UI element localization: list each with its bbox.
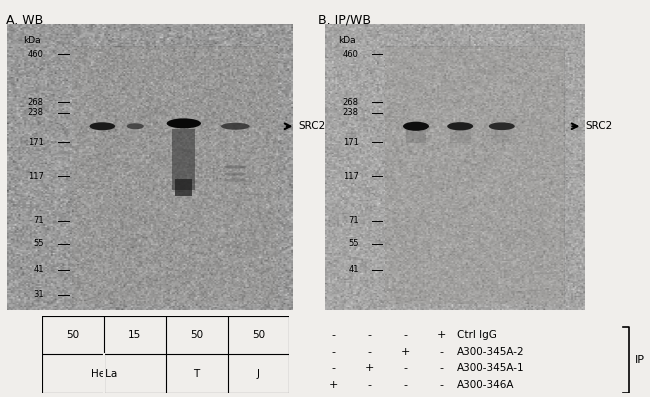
Ellipse shape: [172, 234, 196, 238]
Text: A300-345A-1: A300-345A-1: [457, 363, 525, 373]
Bar: [491, 128, 512, 143]
Bar: [406, 128, 426, 143]
Text: 15: 15: [128, 330, 142, 340]
Text: 50: 50: [252, 330, 265, 340]
Text: -: -: [367, 380, 372, 390]
Text: 268: 268: [28, 98, 44, 107]
Text: 268: 268: [343, 98, 359, 107]
Text: -: -: [440, 380, 444, 390]
Text: kDa: kDa: [23, 37, 41, 46]
Ellipse shape: [166, 118, 201, 128]
Text: 71: 71: [33, 216, 44, 225]
Text: HeLa: HeLa: [91, 369, 117, 379]
Text: SRC2: SRC2: [298, 121, 326, 131]
Text: 71: 71: [348, 216, 359, 225]
Bar: [385, 47, 564, 304]
Text: -: -: [404, 380, 408, 390]
Ellipse shape: [451, 234, 469, 238]
Text: IP: IP: [634, 355, 645, 365]
Text: 50: 50: [190, 330, 203, 340]
Text: 55: 55: [33, 239, 44, 248]
Text: 50: 50: [66, 330, 80, 340]
Bar: [72, 47, 278, 304]
Text: 171: 171: [28, 138, 44, 147]
Text: 31: 31: [33, 290, 44, 299]
Text: -: -: [332, 363, 335, 373]
Ellipse shape: [224, 172, 247, 176]
Text: -: -: [404, 363, 408, 373]
Text: 117: 117: [343, 172, 359, 181]
Text: B. IP/WB: B. IP/WB: [318, 14, 372, 27]
Text: 238: 238: [343, 108, 359, 118]
Bar: [176, 179, 192, 196]
Text: +: +: [329, 380, 338, 390]
Bar: [450, 128, 471, 143]
Text: -: -: [332, 330, 335, 341]
Text: 238: 238: [28, 108, 44, 118]
Text: -: -: [367, 347, 372, 357]
Text: -: -: [440, 347, 444, 357]
Text: -: -: [404, 330, 408, 341]
Text: +: +: [365, 363, 374, 373]
Ellipse shape: [221, 123, 250, 130]
Text: A300-345A-2: A300-345A-2: [457, 347, 525, 357]
Text: -: -: [332, 347, 335, 357]
Ellipse shape: [536, 125, 551, 127]
Text: -: -: [367, 330, 372, 341]
Text: T: T: [194, 369, 200, 379]
Text: 55: 55: [348, 239, 359, 248]
Bar: [172, 129, 195, 190]
Text: -: -: [440, 363, 444, 373]
Text: A300-346A: A300-346A: [457, 380, 514, 390]
Ellipse shape: [127, 123, 144, 129]
Ellipse shape: [403, 122, 429, 131]
Text: 460: 460: [28, 50, 44, 59]
Ellipse shape: [90, 122, 115, 130]
Text: 171: 171: [343, 138, 359, 147]
Text: +: +: [437, 330, 447, 341]
Text: 460: 460: [343, 50, 359, 59]
Text: 117: 117: [28, 172, 44, 181]
Ellipse shape: [489, 122, 515, 130]
Text: J: J: [257, 369, 260, 379]
Text: SRC2: SRC2: [585, 121, 612, 131]
Text: kDa: kDa: [339, 37, 356, 46]
Text: 41: 41: [348, 266, 359, 274]
Text: 41: 41: [33, 266, 44, 274]
Ellipse shape: [224, 165, 247, 169]
Ellipse shape: [447, 122, 473, 130]
Text: +: +: [401, 347, 410, 357]
Text: Ctrl IgG: Ctrl IgG: [457, 330, 497, 341]
Ellipse shape: [224, 179, 247, 182]
Text: A. WB: A. WB: [6, 14, 44, 27]
